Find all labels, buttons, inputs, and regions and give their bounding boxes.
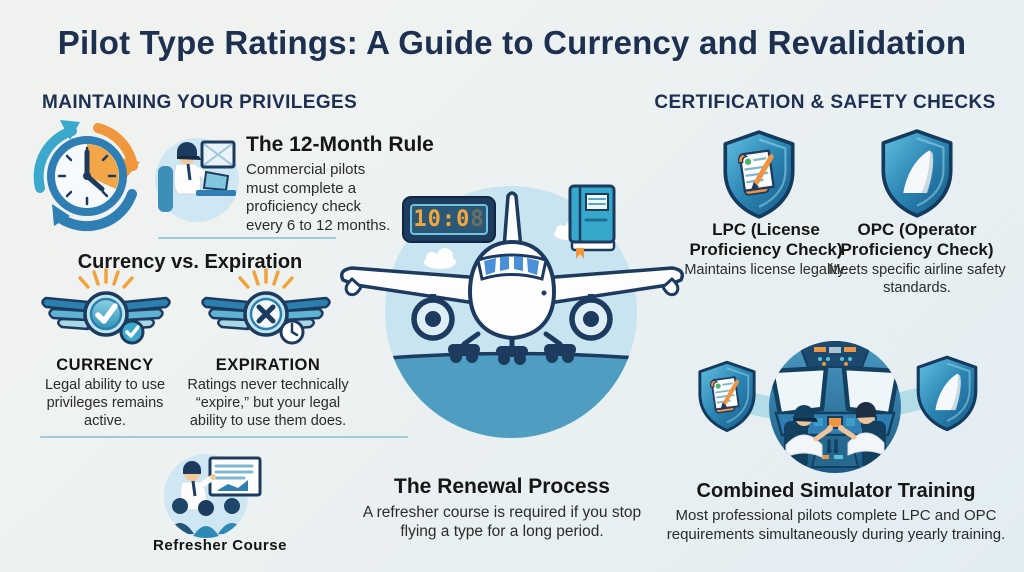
opc-shield-icon bbox=[876, 127, 958, 219]
currency-vs-expiration-header: Currency vs. Expiration bbox=[77, 251, 303, 273]
left-section-header: MAINTAINING YOUR PRIVILEGES bbox=[42, 92, 358, 113]
clock-time-dim-digit: 8 bbox=[470, 207, 485, 232]
wings-x-badge-icon bbox=[201, 268, 331, 345]
divider bbox=[158, 237, 336, 239]
lpc-shield-small-icon bbox=[694, 354, 760, 438]
lpc-title: LPC (License Proficiency Check) bbox=[689, 220, 843, 260]
lpc-body: Maintains license legality. bbox=[684, 262, 848, 278]
airplane-illustration bbox=[339, 186, 685, 438]
lpc-shield-icon bbox=[718, 127, 800, 221]
simulator-title: Combined Simulator Training bbox=[696, 480, 976, 502]
cockpit-simulator-illustration bbox=[769, 341, 901, 473]
divider bbox=[40, 436, 408, 438]
refresher-course-icon bbox=[164, 454, 262, 538]
digital-clock: 10:08 bbox=[402, 196, 496, 243]
twelve-month-rule-title: The 12-Month Rule bbox=[246, 133, 434, 156]
expiration-label: EXPIRATION bbox=[215, 356, 321, 374]
simulator-body: Most professional pilots complete LPC an… bbox=[666, 507, 1006, 543]
right-section-header: CERTIFICATION & SAFETY CHECKS bbox=[654, 92, 996, 113]
wings-check-badge-icon bbox=[41, 268, 171, 345]
expiration-body: Ratings never technically “expire,” but … bbox=[187, 377, 349, 429]
currency-label: CURRENCY bbox=[56, 356, 154, 374]
logbook-icon bbox=[568, 184, 616, 259]
opc-title: OPC (Operator Proficiency Check) bbox=[840, 220, 994, 260]
clock-time: 10:0 bbox=[413, 207, 471, 232]
refresher-course-label: Refresher Course bbox=[153, 537, 287, 554]
digital-clock-screen: 10:08 bbox=[410, 204, 488, 235]
twelve-month-rule-body: Commercial pilots must complete a profic… bbox=[246, 161, 391, 234]
page-title: Pilot Type Ratings: A Guide to Currency … bbox=[57, 24, 967, 61]
pilot-computer-icon bbox=[155, 138, 239, 222]
renewal-title: The Renewal Process bbox=[394, 475, 610, 498]
cycle-clock-icon bbox=[33, 120, 140, 232]
currency-body: Legal ability to use privileges remains … bbox=[44, 377, 166, 429]
opc-body: Meets specific airline safety standards. bbox=[828, 262, 1006, 296]
renewal-body: A refresher course is required if you st… bbox=[362, 504, 642, 541]
opc-shield-small-icon bbox=[912, 350, 982, 436]
